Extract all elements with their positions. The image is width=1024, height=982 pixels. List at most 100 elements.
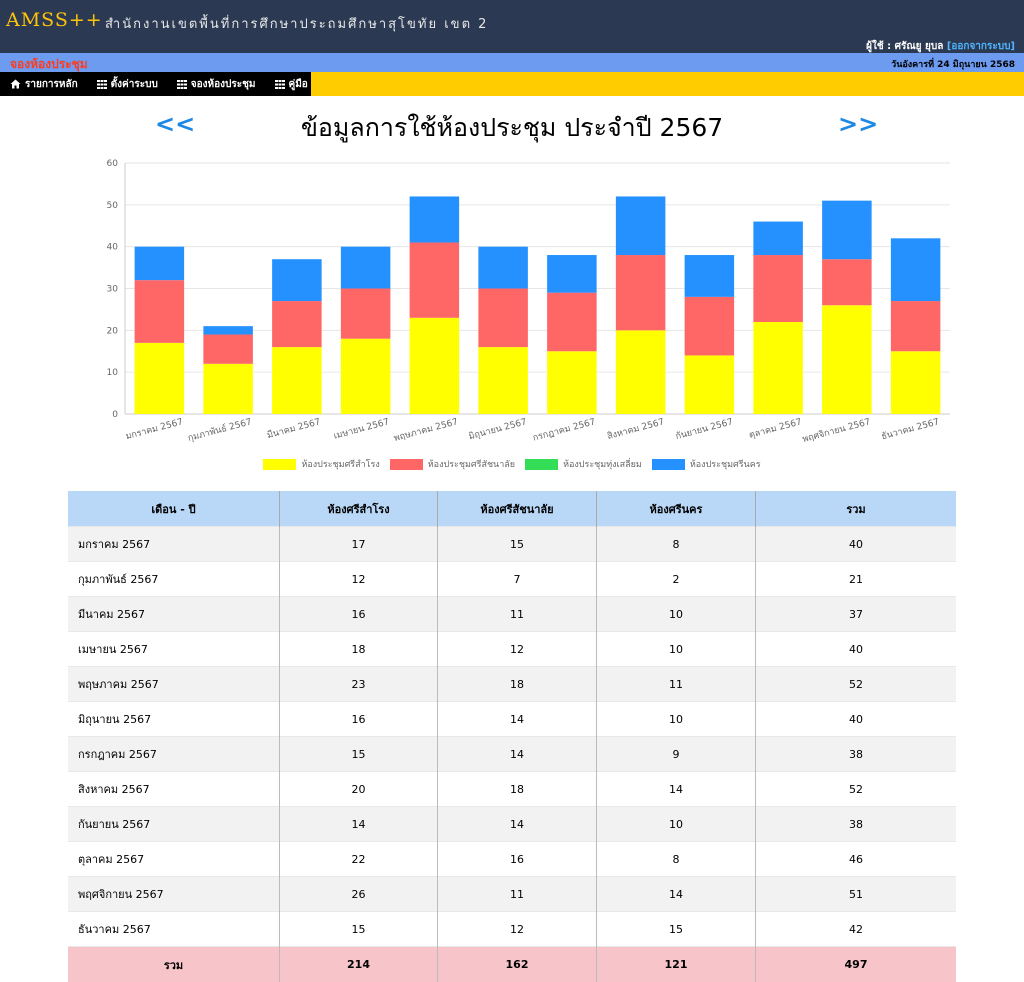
bar-segment[interactable] bbox=[822, 259, 872, 305]
bar-segment[interactable] bbox=[547, 293, 597, 352]
value-cell: 10 bbox=[597, 702, 756, 737]
value-cell: 15 bbox=[597, 912, 756, 947]
total-cell: 121 bbox=[597, 947, 756, 982]
next-year-button[interactable]: >> bbox=[838, 110, 878, 138]
current-date: วันอังคารที่ 24 มิถุนายน 2568 bbox=[891, 57, 1015, 71]
value-cell: 51 bbox=[756, 877, 957, 912]
nav-item-label: ตั้งค่าระบบ bbox=[111, 77, 158, 92]
table-header-row: เดือน - ปี ห้องศรีสำโรง ห้องศรีสัชนาลัย … bbox=[68, 491, 956, 527]
value-cell: 14 bbox=[438, 807, 597, 842]
nav-item-label: จองห้องประชุม bbox=[191, 77, 256, 92]
value-cell: 11 bbox=[438, 597, 597, 632]
bar-segment[interactable] bbox=[822, 201, 872, 260]
nav-bar: รายการหลัก ตั้งค่าระบบ จองห้องประชุม คู่… bbox=[0, 72, 1024, 96]
bar-segment[interactable] bbox=[272, 301, 322, 347]
month-cell: พฤษภาคม 2567 bbox=[68, 667, 280, 702]
x-tick-label: เมษายน 2567 bbox=[333, 417, 391, 441]
total-cell: 214 bbox=[280, 947, 438, 982]
value-cell: 17 bbox=[280, 527, 438, 562]
value-cell: 38 bbox=[756, 807, 957, 842]
value-cell: 38 bbox=[756, 737, 957, 772]
grid-icon bbox=[97, 80, 107, 89]
bar-segment[interactable] bbox=[616, 330, 666, 414]
bar-segment[interactable] bbox=[753, 255, 803, 322]
bar-segment[interactable] bbox=[410, 242, 460, 317]
grid-icon bbox=[177, 80, 187, 89]
legend-label: ห้องประชุมศรีนคร bbox=[690, 457, 761, 471]
y-tick-label: 10 bbox=[107, 368, 119, 378]
bar-segment[interactable] bbox=[685, 355, 735, 414]
bar-segment[interactable] bbox=[410, 196, 460, 242]
bar-segment[interactable] bbox=[753, 222, 803, 255]
bar-segment[interactable] bbox=[341, 289, 391, 339]
column-header: ห้องศรีสัชนาลัย bbox=[438, 491, 597, 527]
bar-segment[interactable] bbox=[135, 343, 185, 414]
bar-segment[interactable] bbox=[341, 339, 391, 414]
value-cell: 10 bbox=[597, 807, 756, 842]
x-tick-label: มีนาคม 2567 bbox=[266, 416, 322, 441]
bar-segment[interactable] bbox=[616, 196, 666, 255]
nav-item-settings[interactable]: ตั้งค่าระบบ bbox=[97, 77, 158, 92]
chart-header: ข้อมูลการใช้ห้องประชุม ประจำปี 2567 << >… bbox=[0, 108, 1024, 144]
x-tick-label: พฤศจิกายน 2567 bbox=[801, 416, 872, 445]
x-tick-label: พฤษภาคม 2567 bbox=[393, 417, 459, 444]
usage-table: เดือน - ปี ห้องศรีสำโรง ห้องศรีสัชนาลัย … bbox=[68, 491, 956, 982]
legend-label: ห้องประชุมศรีสัชนาลัย bbox=[428, 457, 515, 471]
month-cell: กรกฎาคม 2567 bbox=[68, 737, 280, 772]
bar-segment[interactable] bbox=[410, 318, 460, 414]
value-cell: 37 bbox=[756, 597, 957, 632]
bar-segment[interactable] bbox=[203, 326, 253, 334]
bar-segment[interactable] bbox=[135, 280, 185, 343]
bar-segment[interactable] bbox=[203, 335, 253, 364]
value-cell: 15 bbox=[280, 912, 438, 947]
value-cell: 12 bbox=[438, 632, 597, 667]
bar-segment[interactable] bbox=[547, 351, 597, 414]
logout-link[interactable]: [ออกจากระบบ] bbox=[947, 41, 1015, 52]
legend-item[interactable]: ห้องประชุมศรีสัชนาลัย bbox=[390, 457, 515, 471]
bar-segment[interactable] bbox=[616, 255, 666, 330]
legend-swatch bbox=[263, 459, 296, 470]
bar-segment[interactable] bbox=[203, 364, 253, 414]
nav-item-manual[interactable]: คู่มือ bbox=[275, 77, 308, 92]
month-cell: มกราคม 2567 bbox=[68, 527, 280, 562]
bar-segment[interactable] bbox=[478, 247, 528, 289]
bar-segment[interactable] bbox=[272, 347, 322, 414]
value-cell: 15 bbox=[438, 527, 597, 562]
column-header: เดือน - ปี bbox=[68, 491, 280, 527]
bar-segment[interactable] bbox=[822, 305, 872, 414]
bar-segment[interactable] bbox=[272, 259, 322, 301]
nav-item-booking[interactable]: จองห้องประชุม bbox=[177, 77, 256, 92]
bar-segment[interactable] bbox=[891, 238, 941, 301]
legend-item[interactable]: ห้องประชุมทุ่งเสลี่ยม bbox=[525, 457, 642, 471]
bar-segment[interactable] bbox=[341, 247, 391, 289]
nav-item-label: รายการหลัก bbox=[25, 77, 78, 92]
bar-segment[interactable] bbox=[478, 347, 528, 414]
value-cell: 9 bbox=[597, 737, 756, 772]
bar-segment[interactable] bbox=[478, 289, 528, 348]
bar-segment[interactable] bbox=[685, 255, 735, 297]
month-cell: กุมภาพันธ์ 2567 bbox=[68, 562, 280, 597]
value-cell: 46 bbox=[756, 842, 957, 877]
bar-segment[interactable] bbox=[891, 351, 941, 414]
value-cell: 21 bbox=[756, 562, 957, 597]
legend-item[interactable]: ห้องประชุมศรีนคร bbox=[652, 457, 761, 471]
bar-segment[interactable] bbox=[753, 322, 803, 414]
bar-segment[interactable] bbox=[891, 301, 941, 351]
bar-segment[interactable] bbox=[685, 297, 735, 356]
bar-segment[interactable] bbox=[135, 247, 185, 280]
nav-item-home[interactable]: รายการหลัก bbox=[10, 77, 78, 92]
prev-year-button[interactable]: << bbox=[155, 110, 195, 138]
legend-item[interactable]: ห้องประชุมศรีสำโรง bbox=[263, 457, 379, 471]
x-tick-label: กันยายน 2567 bbox=[675, 417, 735, 442]
bar-segment[interactable] bbox=[547, 255, 597, 293]
